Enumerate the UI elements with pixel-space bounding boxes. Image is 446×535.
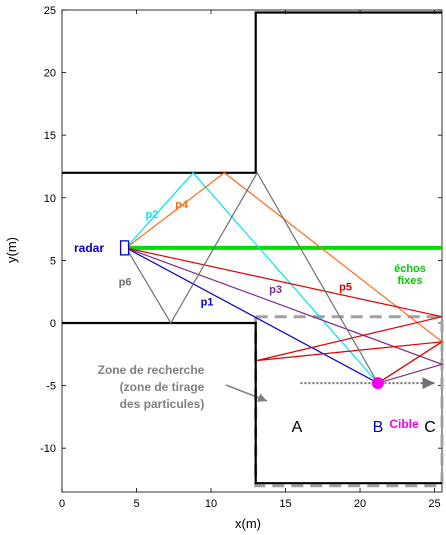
- x-tick-label: 0: [59, 498, 65, 510]
- y-tick-label: -10: [40, 443, 56, 455]
- x-tick-label: 15: [279, 498, 291, 510]
- target-label: Cible: [389, 417, 419, 431]
- zone-label-line1: Zone de recherche: [98, 363, 205, 377]
- path-p6: [125, 171, 379, 384]
- wall-2: [62, 321, 442, 485]
- plot-frame: [61, 9, 443, 493]
- path-p1: [125, 247, 379, 384]
- y-axis-label: y(m): [4, 237, 19, 263]
- path-label-p2: p2: [145, 209, 158, 221]
- x-tick-label: 25: [428, 498, 440, 510]
- propagation-paths: p1 p2 p3 p4 p5 p6: [119, 171, 444, 384]
- y-tick-label: 5: [50, 255, 56, 267]
- target-marker: [371, 377, 384, 390]
- x-tick-label: 5: [133, 498, 139, 510]
- point-a-label: A: [292, 419, 303, 436]
- y-tick-label: 0: [50, 318, 56, 330]
- x-axis-label: x(m): [235, 516, 261, 531]
- echos-label-line1: échos: [394, 263, 426, 275]
- echos-label-line2: fixes: [397, 275, 422, 287]
- y-tick-label: -5: [46, 381, 56, 393]
- radar-label: radar: [74, 241, 104, 255]
- search-zone-outline: [254, 315, 444, 488]
- path-p2: [125, 171, 379, 384]
- zone-label-line2: (zone de tirage: [120, 380, 205, 394]
- path-p5: [125, 247, 443, 384]
- path-label-p6: p6: [119, 276, 132, 288]
- axes: 0 5 10 15 20 25 -10 -5 0 5 10 15 20 25: [40, 5, 443, 510]
- x-tick-label: 10: [205, 498, 217, 510]
- path-label-p3: p3: [269, 284, 282, 296]
- path-p3: [125, 247, 444, 384]
- markers: [119, 240, 435, 390]
- path-label-p5: p5: [339, 281, 352, 293]
- y-tick-label: 20: [44, 68, 56, 80]
- y-tick-label: 15: [44, 130, 56, 142]
- radar-icon: [119, 240, 130, 256]
- y-tick-label: 10: [44, 193, 56, 205]
- path-p4: [125, 172, 444, 384]
- path-label-p4: p4: [175, 199, 189, 211]
- walls: [62, 11, 442, 485]
- x-tick-label: 20: [354, 498, 366, 510]
- wall-1: [62, 11, 442, 174]
- zone-arrow: [225, 384, 268, 402]
- y-tick-label: 25: [44, 5, 56, 17]
- point-b-label: B: [373, 419, 384, 436]
- path-label-p1: p1: [201, 296, 214, 308]
- zone-label-line3: des particules): [120, 397, 205, 411]
- point-c-label: C: [424, 419, 436, 436]
